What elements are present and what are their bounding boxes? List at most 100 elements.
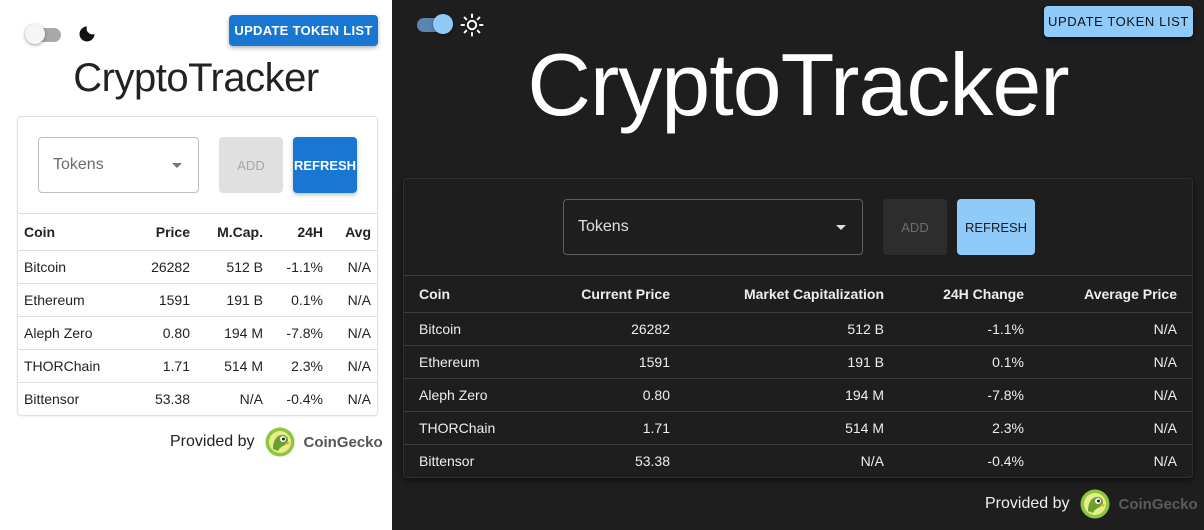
light-theme-panel: UPDATE TOKEN LIST CryptoTracker Tokens A… <box>0 0 392 530</box>
cell-24h: -1.1% <box>899 312 1039 346</box>
table-row[interactable]: Aleph Zero 0.80 194 M -7.8% N/A <box>18 316 377 350</box>
tokens-select[interactable]: Tokens <box>563 199 863 255</box>
add-button[interactable]: ADD <box>219 137 283 193</box>
cell-market-cap: 512 B <box>685 312 899 346</box>
tracker-card: Tokens ADD REFRESH Coin Price M.Cap. 24H… <box>17 116 378 416</box>
tokens-select[interactable]: Tokens <box>38 137 199 193</box>
cell-coin: Aleph Zero <box>404 378 544 412</box>
app-title: CryptoTracker <box>73 56 319 100</box>
column-header-24h[interactable]: 24H <box>269 213 329 251</box>
table-header-row: Coin Current Price Market Capitalization… <box>404 275 1192 313</box>
table-row[interactable]: Bitcoin 26282 512 B -1.1% N/A <box>18 250 377 284</box>
cell-average: N/A <box>347 391 371 408</box>
cell-24h: -0.4% <box>286 391 323 408</box>
table-row[interactable]: THORChain 1.71 514 M 2.3% N/A <box>404 411 1192 445</box>
cell-coin: Bitcoin <box>18 250 130 284</box>
cell-coin: Bitcoin <box>404 312 544 346</box>
cell-24h: -1.1% <box>269 250 329 284</box>
cell-price: 1591 <box>544 345 685 379</box>
column-header-average-price[interactable]: Average Price <box>1039 275 1192 313</box>
table-row[interactable]: Bittensor 53.38 N/A -0.4% N/A <box>404 445 1192 478</box>
cell-price: 1591 <box>130 283 196 317</box>
column-header-coin[interactable]: Coin <box>404 275 544 313</box>
add-button[interactable]: ADD <box>883 199 947 255</box>
cell-24h: -0.4% <box>987 453 1024 470</box>
cell-market-cap: 194 M <box>685 378 899 412</box>
sun-icon <box>460 13 484 37</box>
provided-by-text: Provided by <box>170 433 255 450</box>
column-header-average[interactable]: Avg <box>329 213 377 251</box>
coingecko-logo-icon[interactable] <box>265 427 295 457</box>
cell-price: 1.71 <box>130 349 196 383</box>
cell-average: N/A <box>329 316 377 350</box>
cell-price: 0.80 <box>130 316 196 350</box>
column-header-current-price[interactable]: Current Price <box>544 275 685 313</box>
refresh-button[interactable]: REFRESH <box>957 199 1035 255</box>
cell-price: 26282 <box>544 312 685 346</box>
cell-average: N/A <box>329 349 377 383</box>
cell-24h: 0.1% <box>269 283 329 317</box>
cell-market-cap: 514 M <box>196 349 269 383</box>
cell-average: N/A <box>1039 411 1192 445</box>
app-title: CryptoTracker <box>527 35 1069 134</box>
cell-coin: THORChain <box>404 411 544 445</box>
coingecko-logo-icon[interactable] <box>1080 489 1110 519</box>
tracker-card: Tokens ADD REFRESH Coin Current Price Ma… <box>403 178 1193 478</box>
cell-market-cap: N/A <box>239 391 263 408</box>
chevron-down-icon <box>836 225 846 230</box>
cell-coin: Bittensor <box>419 453 475 470</box>
cell-coin: Ethereum <box>404 345 544 379</box>
tokens-select-label: Tokens <box>53 156 104 173</box>
table-row[interactable]: Aleph Zero 0.80 194 M -7.8% N/A <box>404 378 1192 412</box>
cell-market-cap: N/A <box>860 453 884 470</box>
table-row[interactable]: Ethereum 1591 191 B 0.1% N/A <box>18 283 377 317</box>
table-header-row: Coin Price M.Cap. 24H Avg <box>18 213 377 251</box>
update-token-list-button[interactable]: UPDATE TOKEN LIST <box>1044 6 1193 37</box>
cell-price: 53.38 <box>634 453 670 470</box>
moon-icon <box>79 26 95 42</box>
cell-24h: 2.3% <box>269 349 329 383</box>
cell-average: N/A <box>1039 345 1192 379</box>
cell-24h: 0.1% <box>899 345 1039 379</box>
column-header-coin[interactable]: Coin <box>18 213 130 251</box>
provided-by-footer: Provided by CoinGecko <box>985 487 1198 521</box>
cell-coin: Bittensor <box>24 391 80 408</box>
cell-price: 26282 <box>130 250 196 284</box>
table-row[interactable]: Bitcoin 26282 512 B -1.1% N/A <box>404 312 1192 346</box>
column-header-24h-change[interactable]: 24H Change <box>899 275 1039 313</box>
cell-average: N/A <box>1039 378 1192 412</box>
column-header-market-cap[interactable]: M.Cap. <box>196 213 269 251</box>
cell-market-cap: 514 M <box>685 411 899 445</box>
coingecko-brand-text[interactable]: CoinGecko <box>303 433 383 451</box>
table-row[interactable]: Bittensor 53.38 N/A -0.4% N/A <box>18 383 377 416</box>
cell-price: 1.71 <box>544 411 685 445</box>
column-header-market-capitalization[interactable]: Market Capitalization <box>685 275 899 313</box>
cell-24h: -7.8% <box>899 378 1039 412</box>
cell-coin: THORChain <box>18 349 130 383</box>
coins-table: Coin Current Price Market Capitalization… <box>404 275 1192 478</box>
dark-theme-panel: UPDATE TOKEN LIST CryptoTracker Tokens A… <box>392 0 1204 530</box>
table-row[interactable]: Ethereum 1591 191 B 0.1% N/A <box>404 345 1192 379</box>
cell-market-cap: 512 B <box>196 250 269 284</box>
theme-toggle-switch[interactable] <box>415 14 453 34</box>
update-token-list-button[interactable]: UPDATE TOKEN LIST <box>229 15 378 46</box>
column-header-price[interactable]: Price <box>130 213 196 251</box>
tokens-select-label: Tokens <box>578 218 629 235</box>
cell-price: 53.38 <box>154 391 190 408</box>
cell-average: N/A <box>329 283 377 317</box>
refresh-button[interactable]: REFRESH <box>293 137 357 193</box>
cell-24h: -7.8% <box>269 316 329 350</box>
cell-coin: Aleph Zero <box>18 316 130 350</box>
table-row[interactable]: THORChain 1.71 514 M 2.3% N/A <box>18 349 377 383</box>
cell-price: 0.80 <box>544 378 685 412</box>
coingecko-brand-text[interactable]: CoinGecko <box>1118 495 1198 513</box>
coins-table: Coin Price M.Cap. 24H Avg Bitcoin 26282 … <box>18 213 377 416</box>
theme-toggle-switch[interactable] <box>25 24 63 44</box>
cell-average: N/A <box>1039 312 1192 346</box>
cell-market-cap: 191 B <box>685 345 899 379</box>
provided-by-footer: Provided by CoinGecko <box>170 425 383 459</box>
cell-average: N/A <box>1153 453 1177 470</box>
provided-by-text: Provided by <box>985 495 1070 512</box>
chevron-down-icon <box>172 163 182 168</box>
toggle-thumb <box>433 14 453 34</box>
